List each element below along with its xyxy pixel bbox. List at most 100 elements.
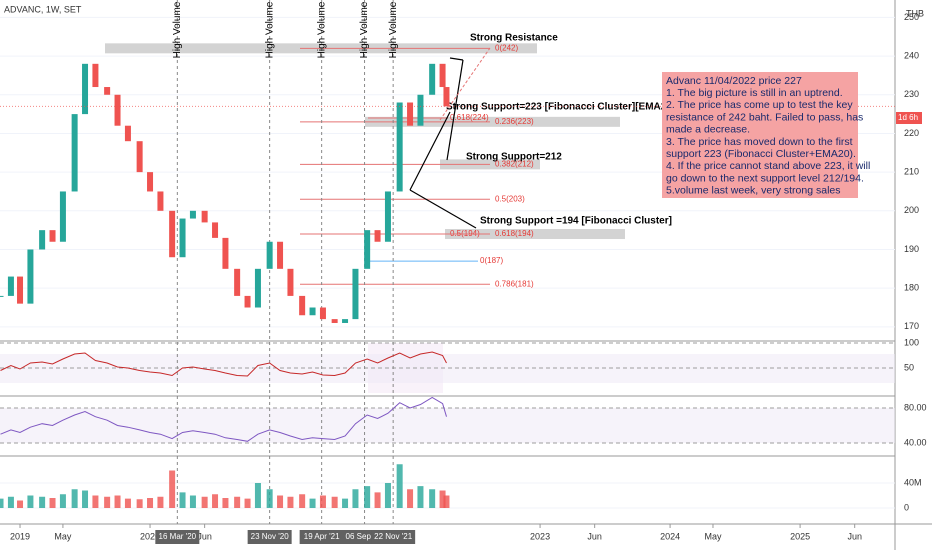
oscillator-line: [0, 396, 447, 442]
volume-bar: [443, 495, 450, 508]
volume-bar: [254, 483, 261, 508]
candle: [27, 249, 34, 304]
arrow: [409, 111, 451, 191]
candle: [157, 191, 164, 211]
candle: [384, 191, 391, 242]
candle: [331, 319, 338, 323]
volume-bar: [277, 495, 284, 508]
event-date-bg: [247, 530, 292, 544]
candle: [266, 241, 273, 269]
candle: [39, 230, 46, 250]
currency: THB: [906, 8, 924, 18]
y-tick-label: 0: [904, 502, 909, 512]
x-tick-label: May: [54, 531, 72, 541]
event-date: 06 Sep '21: [346, 532, 385, 541]
candle: [222, 237, 229, 269]
fib-label: 0.382(212): [495, 160, 534, 169]
volume-bar: [92, 495, 99, 508]
volume-bar: [266, 489, 273, 508]
candle: [417, 94, 424, 126]
candle: [342, 319, 349, 323]
countdown-badge: [896, 112, 922, 124]
volume-bar: [179, 492, 186, 508]
volume-bar: [374, 492, 381, 508]
event-date: 16 Mar '20: [159, 532, 197, 541]
osc-band: [0, 408, 895, 443]
candle: [429, 63, 436, 95]
note-line: 5.volume last week, very strong sales: [666, 185, 841, 197]
x-tick-label: 2025: [790, 531, 810, 541]
candle: [364, 230, 371, 269]
volume-bar: [169, 470, 176, 508]
note-box: [662, 72, 858, 198]
volume-bar: [71, 489, 78, 508]
candle: [407, 102, 414, 126]
event-label: High Volume: [359, 1, 370, 58]
volume-bar: [157, 496, 164, 508]
volume-bar: [429, 489, 436, 508]
zone-band: [445, 229, 625, 240]
candle: [396, 102, 403, 192]
y-tick-label: 230: [904, 89, 919, 99]
event-date-bg: [155, 530, 200, 544]
candle: [169, 210, 176, 258]
volume-bar: [364, 486, 371, 508]
x-tick-label: Jun: [587, 531, 602, 541]
volume-bar: [0, 498, 4, 508]
volume-bar: [234, 496, 241, 508]
volume-bar: [49, 498, 56, 508]
candle: [49, 230, 56, 242]
zone-band: [365, 116, 620, 127]
candle: [443, 87, 450, 107]
symbol-title: ADVANC, 1W, SET: [4, 4, 82, 14]
candle: [114, 94, 121, 126]
x-tick-label: Jun: [197, 531, 212, 541]
event-label: High Volume: [264, 1, 275, 58]
candle: [104, 87, 111, 95]
zone-label: Strong Support=223 [Fibonacci Cluster][E…: [446, 102, 675, 113]
volume-bar: [27, 495, 34, 508]
volume-bar: [299, 494, 306, 508]
candle: [179, 218, 186, 258]
volume-bar: [17, 500, 24, 508]
volume-bar: [331, 496, 338, 508]
countdown: 1d 6h: [898, 113, 918, 122]
zone-label: Strong Resistance: [470, 33, 558, 44]
volume-bar: [114, 495, 121, 508]
event-date-bg: [371, 530, 416, 544]
volume-bar: [136, 499, 143, 508]
volume-bar: [201, 496, 208, 508]
volume-bar: [352, 489, 359, 508]
event-date: 19 Apr '21: [304, 532, 340, 541]
volume-bar: [417, 486, 424, 508]
volume-bar: [82, 490, 89, 508]
x-tick-label: 2023: [530, 531, 550, 541]
volume-bar: [39, 496, 46, 508]
volume-bar: [7, 496, 14, 508]
x-tick-label: 2020: [140, 531, 160, 541]
fib-label: 0.5(203): [495, 194, 525, 203]
volume-bar: [407, 489, 414, 508]
candle: [277, 241, 284, 269]
arrow: [409, 189, 477, 229]
y-tick-label: 200: [904, 205, 919, 215]
candle: [59, 191, 66, 242]
fib-label: 0.236(223): [495, 117, 534, 126]
y-tick-label: 50: [904, 362, 914, 372]
candle: [374, 230, 381, 242]
candle: [254, 268, 261, 308]
event-label: High Volume: [316, 1, 327, 58]
y-tick-label: 100: [904, 337, 919, 347]
candle: [0, 295, 4, 297]
event-label: High Volume: [388, 1, 399, 58]
volume-bar: [384, 483, 391, 508]
volume-bar: [222, 498, 229, 508]
y-tick-label: 80.00: [904, 402, 927, 412]
note-line: resistance of 242 baht. Failed to pass, …: [666, 111, 863, 123]
fib-label: 0(187): [480, 256, 503, 265]
fib-label: 0.618(224): [450, 113, 489, 122]
arrow: [449, 57, 464, 61]
fib-label: 0.618(194): [495, 229, 534, 238]
note-line: 3. The price has moved down to the first: [666, 136, 853, 148]
